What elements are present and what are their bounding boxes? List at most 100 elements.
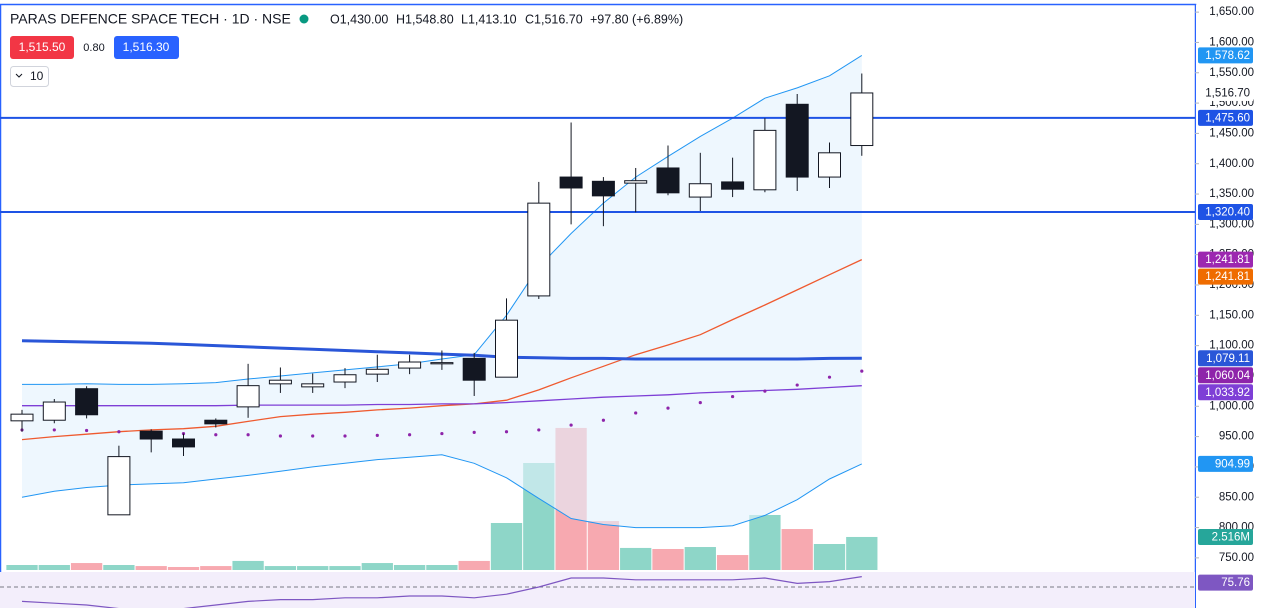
volume-bar xyxy=(684,547,716,570)
candle-body xyxy=(591,180,615,197)
price-tag-label: 1,241.81 xyxy=(1205,254,1250,266)
price-tag xyxy=(1198,455,1253,472)
sar-dot xyxy=(85,428,89,433)
sell-button[interactable] xyxy=(10,36,74,59)
ohlc-open: O1,430.00 xyxy=(330,12,388,26)
price-tag xyxy=(1198,528,1253,545)
buy-price[interactable]: 1,516.30 xyxy=(123,40,170,54)
sar-dot xyxy=(634,411,638,415)
price-tag xyxy=(1198,384,1253,401)
y-tick-label: 1,100.00 xyxy=(1209,340,1254,352)
y-tick-label: 850.00 xyxy=(1219,491,1254,503)
y-tick-label: 1,000.00 xyxy=(1209,400,1254,412)
candle-body xyxy=(365,368,389,375)
price-tag xyxy=(1198,203,1253,220)
volume-bar xyxy=(458,560,490,570)
sar-dot xyxy=(763,389,767,393)
price-tag-label: 1,241.81 xyxy=(1205,271,1250,283)
volume-bar xyxy=(393,565,426,570)
candle-body xyxy=(301,383,325,388)
indicator-count[interactable]: 10 xyxy=(30,69,44,83)
sar-dot xyxy=(827,375,832,379)
sar-dot xyxy=(440,431,444,436)
volume-bar xyxy=(813,544,846,570)
price-tag xyxy=(1198,84,1253,101)
volume-bar xyxy=(846,536,878,570)
candle-body xyxy=(559,176,583,189)
rsi-line xyxy=(21,576,862,608)
lower-band xyxy=(21,454,863,529)
chevron xyxy=(15,73,23,78)
volume-bar xyxy=(329,566,361,570)
ohlc-high: H1,548.80 xyxy=(396,12,454,26)
price-tag xyxy=(1198,268,1253,285)
price-tag-label: 904.99 xyxy=(1215,458,1250,470)
status-dot xyxy=(299,14,309,24)
candle-body xyxy=(236,385,260,408)
candle-body xyxy=(462,357,486,381)
sar-dot xyxy=(214,433,218,437)
volume-bar xyxy=(38,565,70,570)
volume-bar xyxy=(361,563,393,570)
candle-body xyxy=(10,413,34,422)
volume-bar xyxy=(103,565,135,570)
sar-dot xyxy=(504,430,509,434)
volume-bar xyxy=(135,566,167,570)
price-axis: 750.00800.00850.00900.00950.001,000.001,… xyxy=(1195,5,1271,608)
indicator-toggle[interactable] xyxy=(10,66,49,87)
candle-body xyxy=(333,374,357,383)
sar-dot xyxy=(795,383,799,387)
candle-body xyxy=(172,438,195,448)
sar-dot xyxy=(246,433,250,437)
volume-bar xyxy=(587,521,620,570)
volume-bar xyxy=(490,522,523,570)
price-tag-label: 1,060.04 xyxy=(1205,370,1250,382)
price-tag xyxy=(1198,350,1253,367)
candle-body xyxy=(785,103,809,178)
ohlc-change: +97.80 (+6.89%) xyxy=(590,12,683,26)
volume-bar xyxy=(749,514,781,570)
buy-button[interactable] xyxy=(114,36,179,59)
candle-body xyxy=(139,430,163,440)
sar-dot xyxy=(731,394,735,399)
candle-body xyxy=(688,183,712,198)
price-tag-label: 1,033.92 xyxy=(1205,387,1250,399)
spread: 0.80 xyxy=(83,42,104,54)
volume-bar xyxy=(200,566,232,570)
price-tag-label: 1,079.11 xyxy=(1206,353,1250,365)
sar-dot xyxy=(375,433,379,437)
sar-dot xyxy=(343,434,347,438)
candle-body xyxy=(75,388,99,416)
price-tag xyxy=(1198,109,1253,126)
sar-dot xyxy=(860,369,864,373)
axis-bg xyxy=(1196,5,1271,608)
candle-body xyxy=(624,180,648,184)
sar-dot xyxy=(537,428,541,432)
y-tick-label: 1,550.00 xyxy=(1209,67,1254,79)
candle-body xyxy=(753,129,777,191)
price-tag-label: 1,475.60 xyxy=(1205,112,1250,124)
sar-dot xyxy=(408,433,412,437)
volume-bar xyxy=(716,555,749,570)
sar-dot xyxy=(569,423,573,427)
symbol-title: PARAS DEFENCE SPACE TECH · 1D · NSE xyxy=(10,11,291,27)
price-tag xyxy=(1198,47,1253,64)
candle-body xyxy=(42,401,66,421)
volume-bar xyxy=(264,566,297,570)
sar-dot xyxy=(698,401,702,405)
y-tick-label: 1,150.00 xyxy=(1209,309,1254,321)
candle-body xyxy=(430,362,454,365)
sell-price[interactable]: 1,515.50 xyxy=(19,40,66,54)
ohlc-close: C1,516.70 xyxy=(525,12,583,26)
volume-bar xyxy=(232,560,264,570)
price-tag-label: 2.516M xyxy=(1212,531,1250,543)
volume-bar xyxy=(6,565,38,570)
volume-bar xyxy=(70,563,103,570)
price-tag-label: 75.76 xyxy=(1221,577,1250,589)
volume-bar xyxy=(167,566,200,570)
candle-body xyxy=(398,361,422,369)
volume-bar xyxy=(620,547,652,570)
plot xyxy=(0,54,1195,608)
moving-average xyxy=(22,385,862,407)
